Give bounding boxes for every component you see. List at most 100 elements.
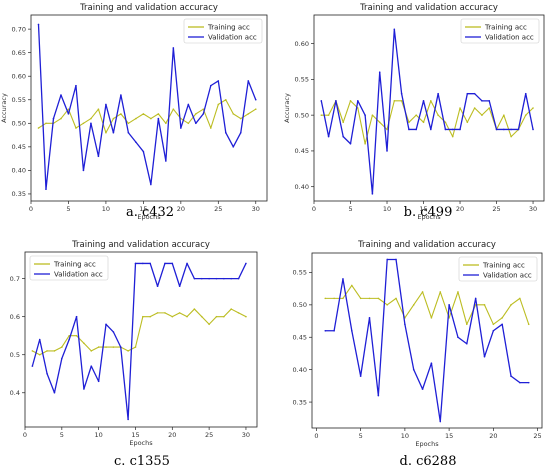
data-point-validation (45, 188, 47, 191)
x-axis-label: Epochs (137, 213, 161, 221)
data-point-training (422, 121, 425, 124)
data-point-training (342, 121, 345, 124)
data-point-training (393, 100, 396, 102)
data-point-validation (492, 329, 495, 332)
data-point-validation (75, 84, 77, 87)
data-point-training (112, 346, 115, 348)
data-point-validation (364, 114, 366, 116)
data-point-training (415, 114, 418, 116)
data-point-validation (127, 418, 129, 421)
data-point-validation (230, 277, 233, 280)
data-point-validation (217, 80, 220, 82)
x-tick-label: 10 (95, 431, 103, 439)
data-point-training (90, 350, 93, 352)
y-axis-label: Accuracy (0, 93, 8, 123)
legend-label: Validation acc (485, 34, 534, 42)
data-point-validation (495, 128, 498, 131)
data-point-validation (171, 262, 174, 265)
data-point-training (439, 291, 442, 293)
data-point-training (208, 323, 210, 326)
data-point-training (202, 108, 205, 110)
data-point-training (75, 127, 77, 129)
data-point-validation (503, 128, 505, 131)
data-point-training (488, 107, 491, 109)
x-tick-label: 10 (401, 432, 409, 440)
data-point-training (421, 291, 424, 293)
x-tick-label: 25 (214, 205, 222, 213)
data-point-training (459, 107, 461, 109)
data-point-training (333, 297, 335, 300)
y-tick-label: 0.40 (12, 167, 26, 175)
data-point-training (492, 323, 495, 326)
x-tick-label: 10 (383, 205, 391, 213)
data-point-training (127, 350, 129, 352)
y-tick-label: 0.35 (12, 190, 26, 198)
legend-label: Training acc (482, 262, 525, 270)
data-point-validation (156, 285, 159, 288)
data-point-training (67, 108, 70, 110)
data-point-validation (320, 100, 323, 102)
data-point-validation (134, 262, 137, 265)
data-point-validation (224, 131, 227, 134)
y-tick-label: 0.50 (293, 301, 307, 309)
data-point-validation (157, 117, 160, 120)
data-point-training (200, 315, 203, 318)
data-point-validation (142, 262, 144, 265)
data-point-validation (342, 135, 345, 138)
y-tick-label: 0.40 (293, 366, 307, 374)
data-point-training (483, 304, 486, 306)
data-point-training (45, 122, 47, 125)
y-tick-label: 0.55 (293, 269, 307, 277)
data-point-validation (342, 278, 344, 280)
data-point-validation (517, 128, 520, 131)
data-point-validation (164, 262, 166, 265)
data-point-training (97, 346, 100, 348)
data-point-validation (247, 80, 250, 82)
data-point-training (457, 291, 459, 293)
data-point-training (31, 350, 34, 352)
data-point-validation (448, 304, 450, 306)
data-point-training (120, 113, 122, 115)
legend-label: Training acc (484, 24, 527, 32)
plot-frame (24, 251, 258, 428)
data-point-training (60, 117, 62, 120)
x-tick-label: 0 (29, 205, 33, 213)
data-point-training (112, 117, 115, 120)
data-point-validation (532, 128, 534, 131)
data-point-validation (210, 84, 212, 87)
data-point-training (68, 334, 70, 337)
data-point-validation (142, 150, 145, 153)
data-point-validation (150, 183, 152, 186)
data-point-training (46, 350, 48, 352)
data-point-validation (127, 131, 130, 134)
data-point-training (187, 122, 190, 125)
data-point-validation (52, 117, 55, 120)
data-point-validation (82, 169, 85, 172)
data-point-training (400, 100, 403, 102)
data-point-training (408, 121, 410, 124)
data-point-validation (237, 277, 240, 280)
x-tick-label: 30 (529, 205, 537, 213)
legend-label: Validation acc (208, 34, 257, 42)
data-point-training (481, 114, 483, 116)
data-point-training (237, 312, 240, 314)
data-point-validation (451, 128, 454, 131)
data-point-training (239, 117, 242, 120)
data-point-validation (444, 128, 447, 131)
data-point-validation (90, 122, 92, 125)
series-line-validation (325, 258, 529, 423)
panel-caption: d. c6288 (400, 454, 457, 469)
data-point-validation (437, 92, 439, 95)
data-point-validation (335, 100, 337, 102)
data-point-validation (481, 100, 483, 102)
data-point-training (386, 304, 388, 306)
data-point-validation (519, 381, 521, 384)
data-point-validation (333, 329, 335, 332)
data-point-validation (466, 92, 469, 95)
y-axis-label: Accuracy (283, 93, 291, 123)
data-point-training (510, 135, 512, 138)
data-point-validation (193, 277, 196, 280)
data-point-training (519, 297, 521, 300)
data-point-validation (439, 420, 442, 423)
data-point-training (193, 308, 196, 310)
